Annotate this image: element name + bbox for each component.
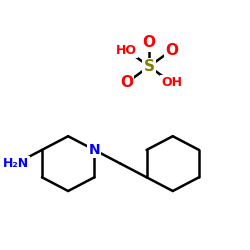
- Text: N: N: [88, 143, 100, 157]
- Text: S: S: [144, 59, 154, 74]
- Text: HO: HO: [116, 44, 137, 57]
- Text: O: O: [120, 75, 133, 90]
- Text: O: O: [165, 43, 178, 58]
- Text: O: O: [142, 35, 156, 50]
- Text: H₂N: H₂N: [3, 157, 29, 170]
- Text: OH: OH: [161, 76, 182, 89]
